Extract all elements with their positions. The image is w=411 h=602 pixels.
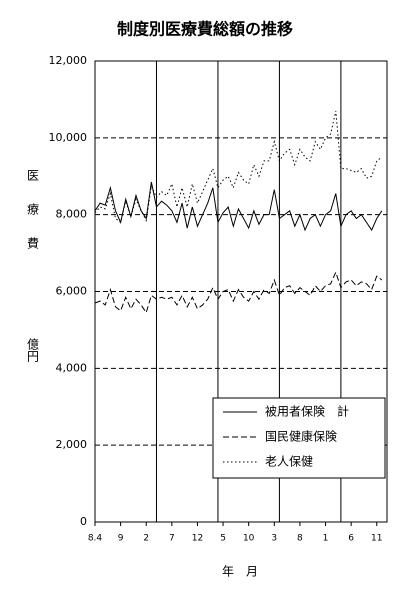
y-axis-label: 医療費 bbox=[26, 169, 40, 271]
x-tick-label: 1 bbox=[323, 534, 329, 544]
y-tick-label: 8,000 bbox=[56, 208, 88, 221]
x-tick-label: 7 bbox=[169, 534, 175, 544]
y-tick-label: 12,000 bbox=[49, 54, 88, 67]
y-tick-label: 0 bbox=[80, 515, 87, 528]
legend-box bbox=[212, 397, 386, 479]
series-line bbox=[94, 270, 383, 314]
y-axis-unit: 億円 bbox=[26, 338, 40, 362]
x-tick-label: 2 bbox=[143, 534, 149, 544]
legend-label: 老人保健 bbox=[265, 455, 313, 469]
legend-label: 被用者保険 計 bbox=[265, 404, 349, 419]
x-tick-label: 9 bbox=[118, 534, 124, 544]
chart-title: 制度別医療費総額の推移 bbox=[117, 20, 293, 39]
series-line bbox=[94, 181, 383, 232]
series-line bbox=[94, 110, 383, 224]
x-tick-label: 3 bbox=[271, 534, 277, 544]
y-tick-label: 6,000 bbox=[56, 285, 88, 298]
y-tick-label: 10,000 bbox=[49, 131, 88, 144]
plot-frame bbox=[94, 60, 388, 523]
x-tick-label: 11 bbox=[371, 534, 382, 544]
y-tick-label: 4,000 bbox=[56, 361, 88, 374]
x-axis-label: 年 月 bbox=[222, 565, 258, 579]
y-tick-label: 2,000 bbox=[56, 438, 88, 451]
x-tick-label: 8.4 bbox=[88, 534, 103, 544]
x-tick-label: 6 bbox=[348, 534, 354, 544]
x-tick-label: 10 bbox=[243, 534, 255, 544]
x-tick-label: 5 bbox=[220, 534, 226, 544]
x-tick-label: 8 bbox=[297, 534, 303, 544]
x-tick-label: 12 bbox=[192, 534, 203, 544]
legend-label: 国民健康保険 bbox=[265, 429, 337, 444]
